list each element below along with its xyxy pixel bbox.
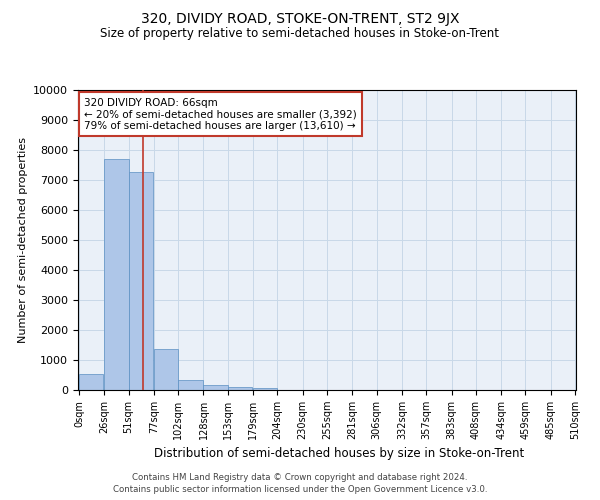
Bar — [203, 385, 228, 390]
Bar — [228, 386, 252, 390]
Bar — [128, 172, 153, 390]
Bar — [154, 348, 178, 390]
Text: Distribution of semi-detached houses by size in Stoke-on-Trent: Distribution of semi-detached houses by … — [154, 448, 524, 460]
Text: 320, DIVIDY ROAD, STOKE-ON-TRENT, ST2 9JX: 320, DIVIDY ROAD, STOKE-ON-TRENT, ST2 9J… — [141, 12, 459, 26]
Text: Contains HM Land Registry data © Crown copyright and database right 2024.: Contains HM Land Registry data © Crown c… — [132, 472, 468, 482]
Y-axis label: Number of semi-detached properties: Number of semi-detached properties — [18, 137, 28, 343]
Bar — [178, 380, 203, 390]
Text: Size of property relative to semi-detached houses in Stoke-on-Trent: Size of property relative to semi-detach… — [101, 28, 499, 40]
Text: Contains public sector information licensed under the Open Government Licence v3: Contains public sector information licen… — [113, 485, 487, 494]
Bar — [104, 159, 128, 390]
Bar — [79, 374, 103, 390]
Bar — [253, 388, 277, 390]
Text: 320 DIVIDY ROAD: 66sqm
← 20% of semi-detached houses are smaller (3,392)
79% of : 320 DIVIDY ROAD: 66sqm ← 20% of semi-det… — [84, 98, 356, 130]
